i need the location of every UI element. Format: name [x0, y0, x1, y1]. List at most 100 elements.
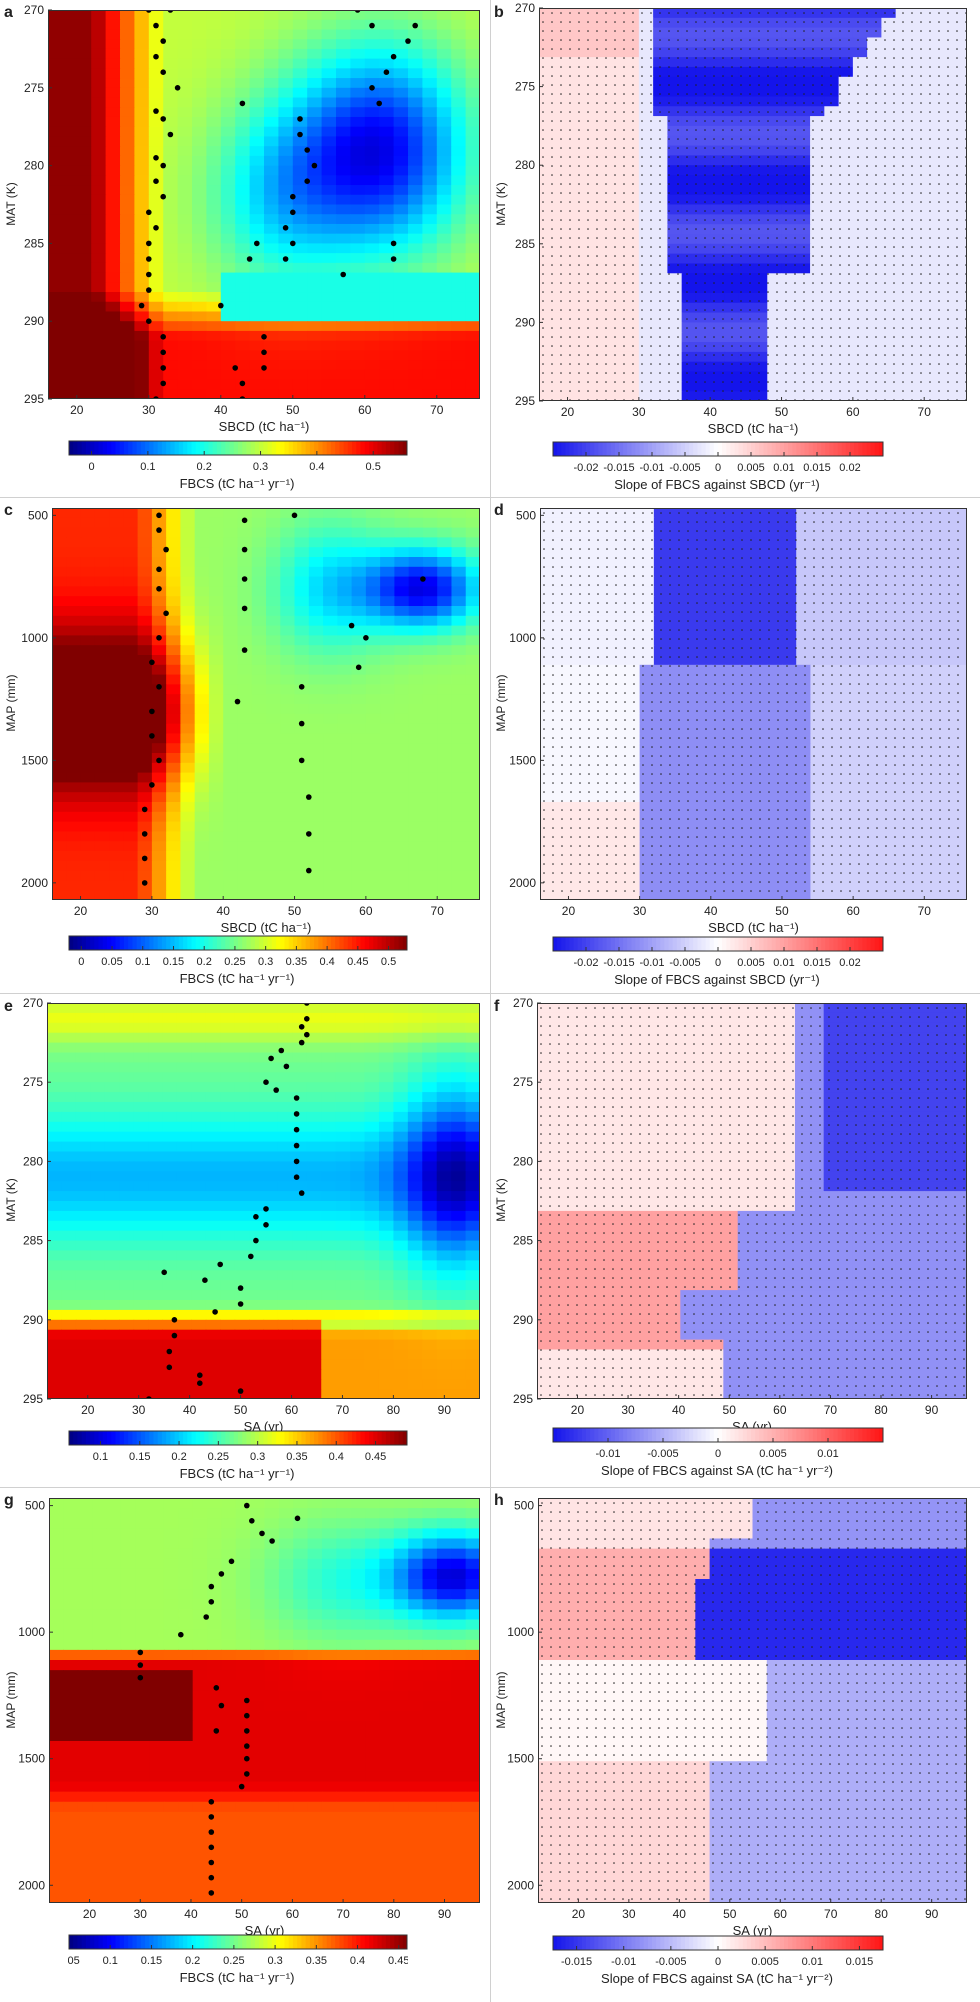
significance-dot — [623, 75, 625, 77]
significance-dot — [560, 75, 562, 77]
heatmap-cell — [681, 214, 697, 225]
significance-dot — [722, 30, 724, 32]
heatmap-cell — [134, 116, 150, 128]
significance-dot — [812, 237, 814, 239]
significance-dot — [938, 21, 940, 23]
significance-dot — [551, 372, 553, 374]
heatmap-cell — [436, 233, 452, 244]
heatmap-cell — [881, 233, 897, 245]
colorbar-segment — [212, 441, 218, 455]
heatmap-cell — [810, 381, 825, 392]
heatmap-cell — [379, 292, 395, 303]
significance-dot — [587, 102, 589, 104]
heatmap-cell — [436, 175, 452, 186]
significance-dot — [704, 156, 706, 158]
heatmap-cell — [336, 311, 351, 322]
heatmap-cell — [681, 302, 697, 314]
heatmap-cell — [795, 332, 811, 343]
heatmap-cell — [177, 253, 193, 264]
heatmap-cell — [123, 527, 139, 538]
heatmap-cell — [364, 204, 380, 215]
significance-dot — [794, 165, 796, 167]
heatmap-cell — [681, 57, 697, 68]
heatmap-cell — [924, 253, 940, 265]
heatmap-cell — [867, 233, 882, 245]
significance-dot — [587, 255, 589, 257]
heatmap-cell — [624, 17, 640, 29]
significance-dot — [641, 30, 643, 32]
heatmap-cell — [264, 107, 279, 118]
heatmap-cell — [952, 8, 967, 19]
significance-dot — [668, 111, 670, 113]
significance-dot — [659, 345, 661, 347]
heatmap-cell — [264, 204, 279, 215]
significance-dot — [668, 66, 670, 68]
significance-dot — [677, 111, 679, 113]
significance-dot — [839, 282, 841, 284]
significance-dot — [821, 309, 823, 311]
significance-dot — [542, 300, 544, 302]
significance-dot — [956, 228, 958, 230]
heatmap-cell — [422, 126, 438, 138]
significance-dot — [794, 219, 796, 221]
significance-dot — [902, 300, 904, 302]
significance-dot — [758, 66, 760, 68]
heatmap-cell — [350, 389, 366, 399]
heatmap-cell — [264, 292, 279, 303]
heatmap-cell — [539, 175, 554, 186]
heatmap-cell — [278, 68, 294, 79]
heatmap-cell — [422, 272, 438, 283]
heatmap-cell — [624, 8, 640, 19]
heatmap-cell — [249, 369, 265, 381]
colorbar-segment — [161, 441, 167, 455]
heatmap-cell — [881, 371, 897, 382]
heatmap-cell — [681, 361, 697, 373]
significance-dot — [938, 12, 940, 14]
heatmap-cell — [938, 322, 954, 333]
significance-dot — [659, 201, 661, 203]
heatmap-cell — [105, 19, 121, 31]
significance-dot — [938, 318, 940, 320]
heatmap-cell — [852, 273, 868, 284]
heatmap-cell — [596, 155, 611, 166]
significance-dot — [866, 156, 868, 158]
heatmap-cell — [810, 263, 825, 274]
significance-dot — [605, 66, 607, 68]
heatmap-cell — [681, 76, 697, 88]
significance-dot — [902, 174, 904, 176]
heatmap-cell — [336, 146, 351, 157]
heatmap-cell — [379, 253, 395, 264]
significance-dot — [830, 66, 832, 68]
ridge-point — [146, 271, 152, 278]
heatmap-cell — [653, 155, 668, 166]
heatmap-cell — [710, 86, 726, 98]
significance-dot — [632, 192, 634, 194]
significance-dot — [614, 327, 616, 329]
heatmap-cell — [667, 342, 683, 353]
significance-dot — [938, 111, 940, 113]
heatmap-cell — [867, 184, 882, 196]
heatmap-cell — [867, 145, 882, 156]
significance-dot — [866, 390, 868, 392]
heatmap-cell — [581, 47, 597, 58]
heatmap-cell — [80, 517, 96, 529]
heatmap-cell — [206, 29, 222, 40]
heatmap-cell — [867, 214, 882, 225]
significance-dot — [551, 39, 553, 41]
significance-dot — [767, 327, 769, 329]
heatmap-cell — [824, 204, 840, 215]
significance-dot — [875, 381, 877, 383]
significance-dot — [758, 201, 760, 203]
significance-dot — [677, 21, 679, 23]
heatmap-cell — [681, 332, 697, 343]
heatmap-cell — [278, 58, 294, 69]
significance-dot — [677, 66, 679, 68]
heatmap-cell — [76, 262, 92, 274]
significance-dot — [785, 354, 787, 356]
significance-dot — [911, 264, 913, 266]
heatmap-cell — [364, 292, 380, 303]
significance-dot — [713, 363, 715, 365]
significance-dot — [803, 93, 805, 95]
heatmap-cell — [695, 361, 711, 373]
significance-dot — [641, 48, 643, 50]
